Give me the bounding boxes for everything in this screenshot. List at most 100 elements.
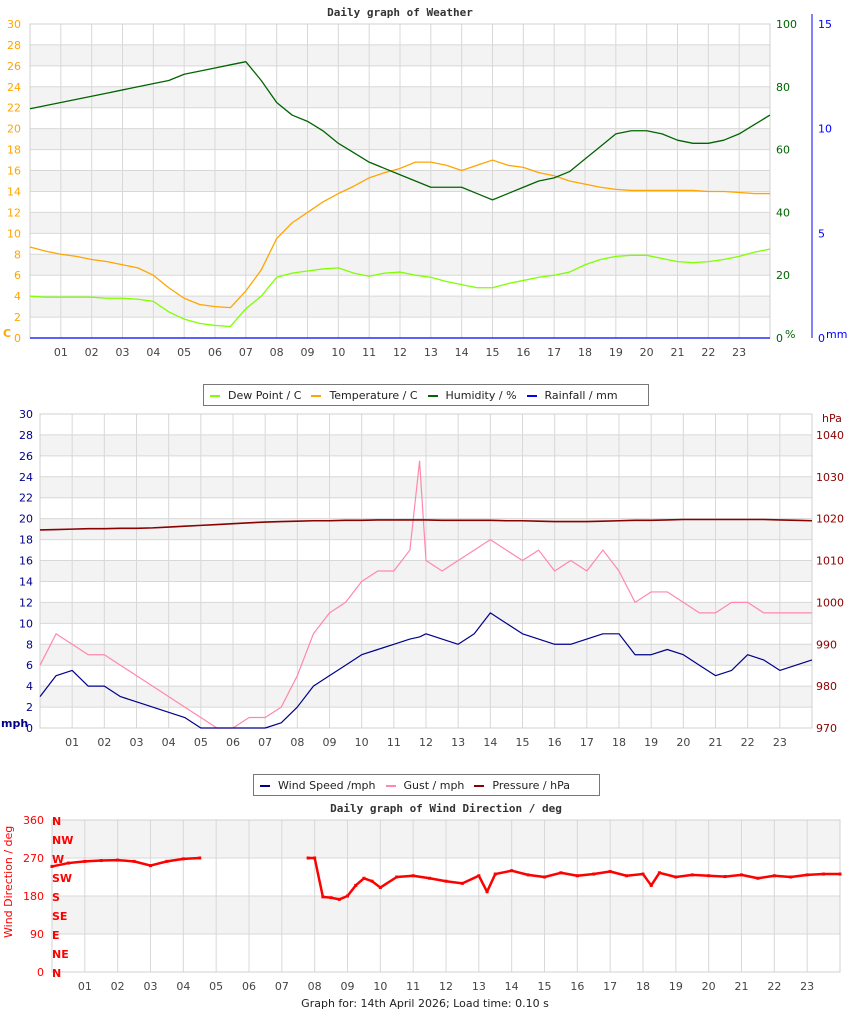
x-tick-label: 04 — [146, 346, 160, 359]
x-tick-label: 05 — [209, 980, 223, 993]
y-tick-label: 16 — [19, 555, 33, 568]
series-line-temperature-c — [29, 159, 770, 309]
data-point-wind-direction-deg — [50, 864, 54, 868]
y-tick-label: 30 — [7, 18, 21, 31]
x-tick-label: 09 — [323, 736, 337, 749]
x-tick-label: 13 — [472, 980, 486, 993]
x-tick-label: 04 — [176, 980, 190, 993]
x-tick-label: 03 — [144, 980, 158, 993]
data-point-wind-direction-deg — [625, 874, 629, 878]
chart-title: Daily graph of Weather — [327, 6, 473, 19]
axis-label: mph — [1, 717, 28, 730]
data-point-wind-direction-deg — [822, 872, 826, 876]
x-tick-label: 21 — [709, 736, 723, 749]
data-point-wind-direction-deg — [149, 864, 152, 868]
data-point-wind-direction-deg — [165, 859, 169, 863]
wind-pressure-chart: 01 02 03 04 05 06 07 08 09 10 11 12 13 14 15 16 17 18 19 20… — [1, 408, 844, 749]
x-tick-label: 17 — [603, 980, 617, 993]
data-point-wind-direction-deg — [444, 879, 448, 883]
x-tick-label: 02 — [85, 346, 99, 359]
data-point-wind-direction-deg — [543, 875, 546, 879]
y-tick-label: 14 — [7, 185, 21, 198]
x-tick-label: 22 — [741, 736, 755, 749]
x-tick-label: 20 — [702, 980, 716, 993]
x-tick-label: 04 — [162, 736, 176, 749]
y-tick-label: 0 — [14, 332, 21, 345]
data-point-wind-direction-deg — [789, 875, 793, 879]
x-tick-label: 10 — [331, 346, 345, 359]
data-point-wind-direction-deg — [83, 859, 87, 863]
data-point-wind-direction-deg — [313, 856, 317, 860]
x-tick-label: 21 — [671, 346, 685, 359]
data-point-wind-direction-deg — [460, 881, 464, 885]
y-tick-label: 28 — [7, 39, 21, 52]
compass-label: N — [52, 967, 61, 980]
data-point-wind-direction-deg — [592, 872, 596, 876]
x-tick-label: 18 — [612, 736, 626, 749]
legend-wind-speed: Wind Speed /mph — [260, 779, 376, 792]
data-point-wind-direction-deg — [838, 872, 842, 876]
x-tick-label: 23 — [773, 736, 787, 749]
compass-label: N — [52, 815, 61, 828]
data-point-wind-direction-deg — [428, 876, 432, 880]
y-tick-label: 0 — [818, 332, 825, 345]
y-tick-label: 10 — [19, 617, 33, 630]
data-point-wind-direction-deg — [608, 870, 612, 874]
y-tick-label: 180 — [23, 890, 44, 903]
x-tick-label: 13 — [424, 346, 438, 359]
y-tick-label: 40 — [776, 206, 790, 219]
y-tick-label: 20 — [19, 513, 33, 526]
y-tick-label: 22 — [7, 102, 21, 115]
y-tick-label: 4 — [26, 680, 33, 693]
y-tick-label: 970 — [816, 722, 837, 735]
data-point-wind-direction-deg — [362, 876, 366, 880]
legend-temperature: Temperature / C — [311, 389, 418, 402]
y-tick-label: 0 — [26, 722, 33, 735]
y-tick-label: 8 — [26, 638, 33, 651]
x-tick-label: 14 — [505, 980, 519, 993]
y-tick-label: 4 — [14, 290, 21, 303]
y-tick-label: 80 — [776, 81, 790, 94]
y-tick-label: 980 — [816, 680, 837, 693]
x-tick-label: 03 — [116, 346, 130, 359]
data-point-wind-direction-deg — [337, 897, 341, 901]
data-point-wind-direction-deg — [674, 875, 678, 879]
x-tick-label: 08 — [290, 736, 304, 749]
x-tick-label: 18 — [578, 346, 592, 359]
x-tick-label: 07 — [275, 980, 289, 993]
x-tick-label: 08 — [270, 346, 284, 359]
data-point-wind-direction-deg — [181, 857, 185, 861]
x-tick-label: 22 — [767, 980, 781, 993]
y-tick-label: 2 — [14, 311, 21, 324]
x-tick-label: 10 — [373, 980, 387, 993]
compass-label: SE — [52, 910, 67, 923]
x-tick-label: 14 — [483, 736, 497, 749]
y-tick-label: 1030 — [816, 471, 844, 484]
x-tick-label: 17 — [580, 736, 594, 749]
y-tick-label: 5 — [818, 227, 825, 240]
y-tick-label: 6 — [26, 659, 33, 672]
data-point-wind-direction-deg — [354, 883, 358, 887]
y-tick-label: 12 — [7, 206, 21, 219]
data-point-wind-direction-deg — [99, 859, 103, 863]
data-point-wind-direction-deg — [198, 856, 202, 860]
axis-label: mm — [826, 328, 847, 341]
x-tick-label: 14 — [455, 346, 469, 359]
plot-frame — [39, 413, 813, 729]
x-tick-label: 18 — [636, 980, 650, 993]
data-point-wind-direction-deg — [772, 874, 776, 878]
data-point-wind-direction-deg — [378, 886, 382, 890]
y-tick-label: 990 — [816, 638, 837, 651]
data-point-wind-direction-deg — [132, 859, 136, 863]
x-tick-label: 22 — [701, 346, 715, 359]
y-tick-label: 14 — [19, 575, 33, 588]
x-tick-label: 12 — [393, 346, 407, 359]
x-tick-label: 20 — [676, 736, 690, 749]
x-tick-label: 11 — [406, 980, 420, 993]
x-tick-label: 15 — [538, 980, 552, 993]
x-tick-label: 10 — [355, 736, 369, 749]
x-tick-label: 02 — [111, 980, 125, 993]
compass-label: W — [52, 853, 64, 866]
y-tick-label: 28 — [19, 429, 33, 442]
